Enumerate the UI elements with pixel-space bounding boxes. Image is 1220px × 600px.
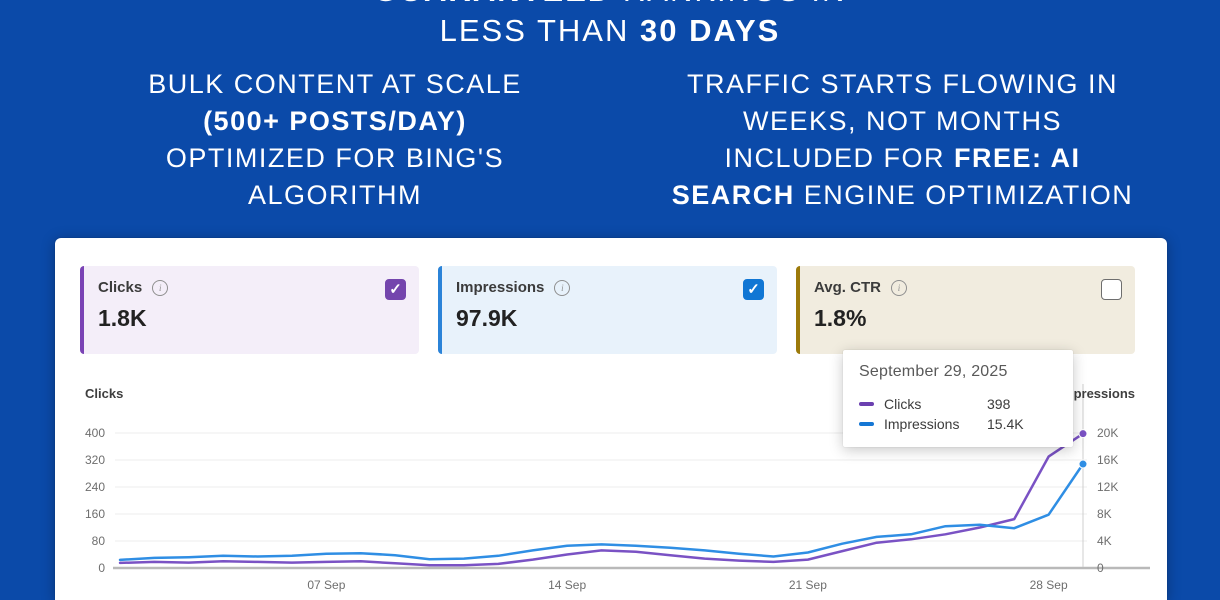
left-axis-title: Clicks (85, 386, 124, 401)
svg-text:28 Sep: 28 Sep (1030, 578, 1068, 592)
traffic-chart[interactable]: 0 0 80 4K 160 8K 240 12K 320 16K 400 20K 07 Sep 14 Se… (55, 378, 1167, 600)
benefit-right-line-4: SEARCH ENGINE OPTIMIZATION (671, 180, 1134, 210)
svg-text:8K: 8K (1097, 507, 1112, 521)
svg-text:4K: 4K (1097, 534, 1112, 548)
clicks-series-swatch-icon (859, 402, 874, 406)
hero-heading: GUARANTEED RANKINGS IN LESS THAN 30 DAYS (0, 0, 1220, 51)
hero-line-2: LESS THAN 30 DAYS (439, 13, 781, 48)
svg-text:16K: 16K (1097, 453, 1118, 467)
right-axis-title: Impressions (1058, 386, 1135, 401)
benefit-left-line-2: (500+ POSTS/DAY) (203, 106, 467, 136)
hero-line-1: GUARANTEED RANKINGS IN (0, 0, 1220, 11)
metric-value: 97.9K (456, 305, 518, 331)
benefit-right: TRAFFIC STARTS FLOWING IN WEEKS, NOT MON… (615, 66, 1220, 214)
metric-value: 1.8K (98, 305, 147, 331)
benefit-right-line-1: TRAFFIC STARTS FLOWING IN (686, 69, 1118, 99)
svg-text:0: 0 (98, 561, 105, 575)
metric-value: 1.8% (814, 305, 867, 331)
benefit-left-line-3: OPTIMIZED FOR BING'S (165, 143, 505, 173)
analytics-card: Clicks i 1.8K ✓ Impressions i 97.9K ✓ Av… (55, 238, 1167, 600)
svg-text:14 Sep: 14 Sep (548, 578, 586, 592)
metric-card-clicks[interactable]: Clicks i 1.8K ✓ (80, 266, 419, 354)
benefit-right-line-3: INCLUDED FOR FREE: AI (724, 143, 1081, 173)
metric-label: Clicks (98, 279, 143, 296)
svg-text:07 Sep: 07 Sep (307, 578, 345, 592)
benefit-left: BULK CONTENT AT SCALE (500+ POSTS/DAY) O… (0, 66, 615, 214)
metric-cards: Clicks i 1.8K ✓ Impressions i 97.9K ✓ Av… (80, 266, 1135, 354)
chart-tooltip: September 29, 2025 Clicks 398 Impression… (843, 350, 1073, 447)
metric-card-impressions[interactable]: Impressions i 97.9K ✓ (438, 266, 777, 354)
metric-card-avg-ctr[interactable]: Avg. CTR i 1.8% ✓ (796, 266, 1135, 354)
benefit-left-line-4: ALGORITHM (247, 180, 422, 210)
svg-text:400: 400 (85, 426, 105, 440)
svg-text:20K: 20K (1097, 426, 1118, 440)
impressions-checkbox[interactable]: ✓ (743, 279, 764, 300)
avg-ctr-checkbox[interactable]: ✓ (1101, 279, 1122, 300)
metric-label: Impressions (456, 279, 545, 296)
benefit-left-line-1: BULK CONTENT AT SCALE (148, 69, 522, 99)
impressions-series-swatch-icon (859, 422, 874, 426)
metric-label: Avg. CTR (814, 279, 881, 296)
svg-text:21 Sep: 21 Sep (789, 578, 827, 592)
svg-text:12K: 12K (1097, 480, 1118, 494)
svg-text:0: 0 (1097, 561, 1104, 575)
benefit-right-line-2: WEEKS, NOT MONTHS (742, 106, 1063, 136)
svg-text:80: 80 (92, 534, 106, 548)
info-icon[interactable]: i (890, 279, 907, 296)
benefit-columns: BULK CONTENT AT SCALE (500+ POSTS/DAY) O… (0, 66, 1220, 214)
svg-text:320: 320 (85, 453, 105, 467)
clicks-checkbox[interactable]: ✓ (385, 279, 406, 300)
info-icon[interactable]: i (554, 279, 571, 296)
svg-text:240: 240 (85, 480, 105, 494)
svg-text:160: 160 (85, 507, 105, 521)
tooltip-row-impressions: Impressions 15.4K (859, 416, 1057, 432)
info-icon[interactable]: i (152, 279, 169, 296)
tooltip-date: September 29, 2025 (859, 363, 1008, 380)
tooltip-row-clicks: Clicks 398 (859, 396, 1057, 412)
